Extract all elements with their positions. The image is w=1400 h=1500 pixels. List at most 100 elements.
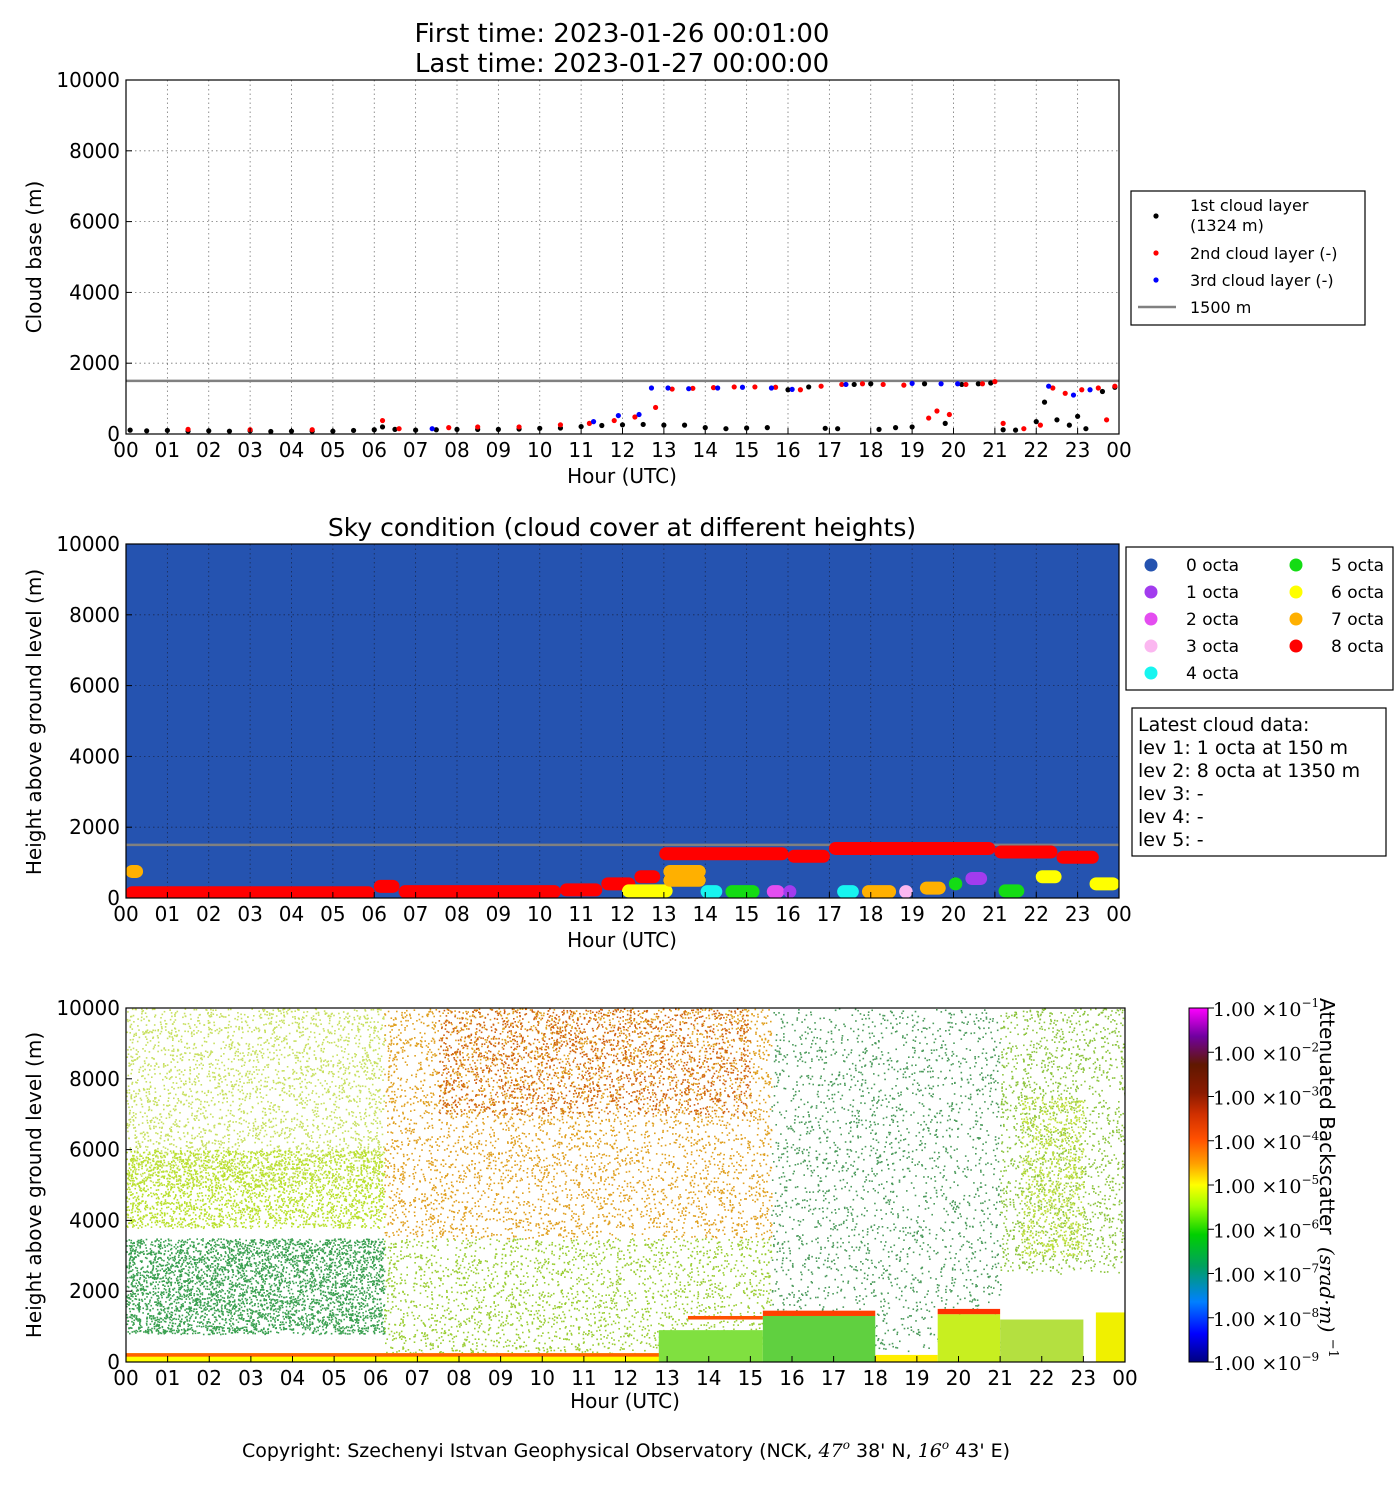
backscatter-noise [160,1023,162,1026]
backscatter-noise [190,1208,193,1210]
first-layer-point [822,425,828,431]
backscatter-noise [156,1166,158,1168]
backscatter-noise [381,1165,384,1167]
backscatter-noise [184,1023,187,1026]
backscatter-noise [353,1153,356,1155]
backscatter-noise [311,1069,313,1071]
backscatter-noise [376,1202,378,1204]
backscatter-noise [372,1160,375,1163]
backscatter-noise [152,1057,155,1060]
backscatter-noise [179,1179,181,1181]
backscatter-noise [261,1182,263,1185]
second-layer-point [690,385,696,391]
backscatter-noise [304,1172,306,1175]
backscatter-noise [206,1164,209,1167]
backscatter-noise [368,1045,371,1047]
backscatter-noise [134,1171,137,1174]
backscatter-noise [230,1081,232,1083]
backscatter-noise [320,1169,323,1171]
backscatter-noise [376,1185,378,1187]
backscatter-noise [269,1153,272,1155]
backscatter-noise [134,1184,136,1186]
backscatter-noise [165,1133,167,1136]
backscatter-noise [338,1028,340,1030]
backscatter-noise [226,1169,229,1171]
backscatter-noise [311,1137,313,1139]
backscatter-noise [265,1159,268,1161]
backscatter-noise [349,1170,352,1172]
backscatter-noise [205,1203,207,1205]
backscatter-noise [363,1202,365,1205]
backscatter-noise [134,1126,136,1129]
backscatter-noise [373,1072,376,1075]
legend-octa-0-marker [1144,558,1158,572]
backscatter-noise [381,1207,383,1209]
second-layer-point [1062,390,1068,396]
backscatter-noise [246,1164,248,1167]
backscatter-noise [135,1168,138,1171]
backscatter-noise [320,1065,322,1067]
backscatter-noise [328,1126,330,1128]
backscatter-noise [228,1226,231,1228]
backscatter-noise [305,1198,307,1201]
latest-cloud-data-line-2: lev 2: 8 octa at 1350 m [1138,760,1360,782]
backscatter-noise [332,1208,334,1211]
backscatter-noise [373,1166,375,1168]
backscatter-noise [327,1151,330,1154]
backscatter-noise [204,1132,206,1134]
backscatter-noise [300,1072,303,1074]
backscatter-noise [365,1097,368,1100]
backscatter-noise [224,1016,227,1018]
backscatter-noise [137,1051,139,1053]
backscatter-noise [290,1176,293,1178]
backscatter-noise [177,1086,180,1089]
backscatter-noise [355,1116,357,1118]
backscatter-noise [212,1116,214,1118]
backscatter-noise [275,1212,277,1215]
backscatter-noise [252,1050,254,1052]
backscatter-noise [217,1178,219,1181]
backscatter-noise [145,1163,148,1166]
backscatter-noise [175,1108,177,1111]
second-layer-point [557,422,564,428]
backscatter-noise [230,1163,232,1165]
backscatter-noise [359,1035,362,1038]
backscatter-noise [254,1051,257,1054]
backscatter-noise [129,1026,132,1029]
backscatter-noise [334,1032,336,1035]
backscatter-noise [367,1159,370,1162]
backscatter-noise [290,1010,293,1013]
backscatter-noise [339,1138,341,1141]
backscatter-noise [175,1174,178,1176]
backscatter-noise [315,1040,317,1043]
backscatter-noise [159,1032,162,1035]
backscatter-noise [311,1212,314,1214]
backscatter-noise [230,1165,233,1167]
backscatter-noise [169,1127,171,1130]
backscatter-noise [368,1058,371,1061]
backscatter-noise [129,1188,131,1191]
backscatter-noise [318,1169,320,1172]
backscatter-noise [244,1096,247,1099]
backscatter-noise [243,1119,245,1122]
backscatter-noise [149,1081,151,1084]
backscatter-noise [370,1131,372,1133]
backscatter-noise [311,1185,313,1187]
backscatter-noise [330,1194,333,1197]
backscatter-noise [376,1122,379,1124]
backscatter-noise [155,1156,157,1158]
backscatter-noise [225,1114,228,1117]
backscatter-noise [299,1123,301,1126]
backscatter-noise [211,1156,213,1159]
backscatter-noise [237,1073,240,1076]
backscatter-noise [270,1183,273,1186]
backscatter-noise [341,1088,344,1091]
legend-octa-7-label: 7 octa [1331,610,1384,630]
backscatter-noise [198,1215,200,1218]
backscatter-noise [379,1190,381,1192]
backscatter-noise [299,1167,301,1170]
backscatter-noise [161,1156,164,1159]
backscatter-noise [176,1178,178,1181]
backscatter-noise [188,1077,191,1080]
backscatter-noise [331,1181,334,1184]
